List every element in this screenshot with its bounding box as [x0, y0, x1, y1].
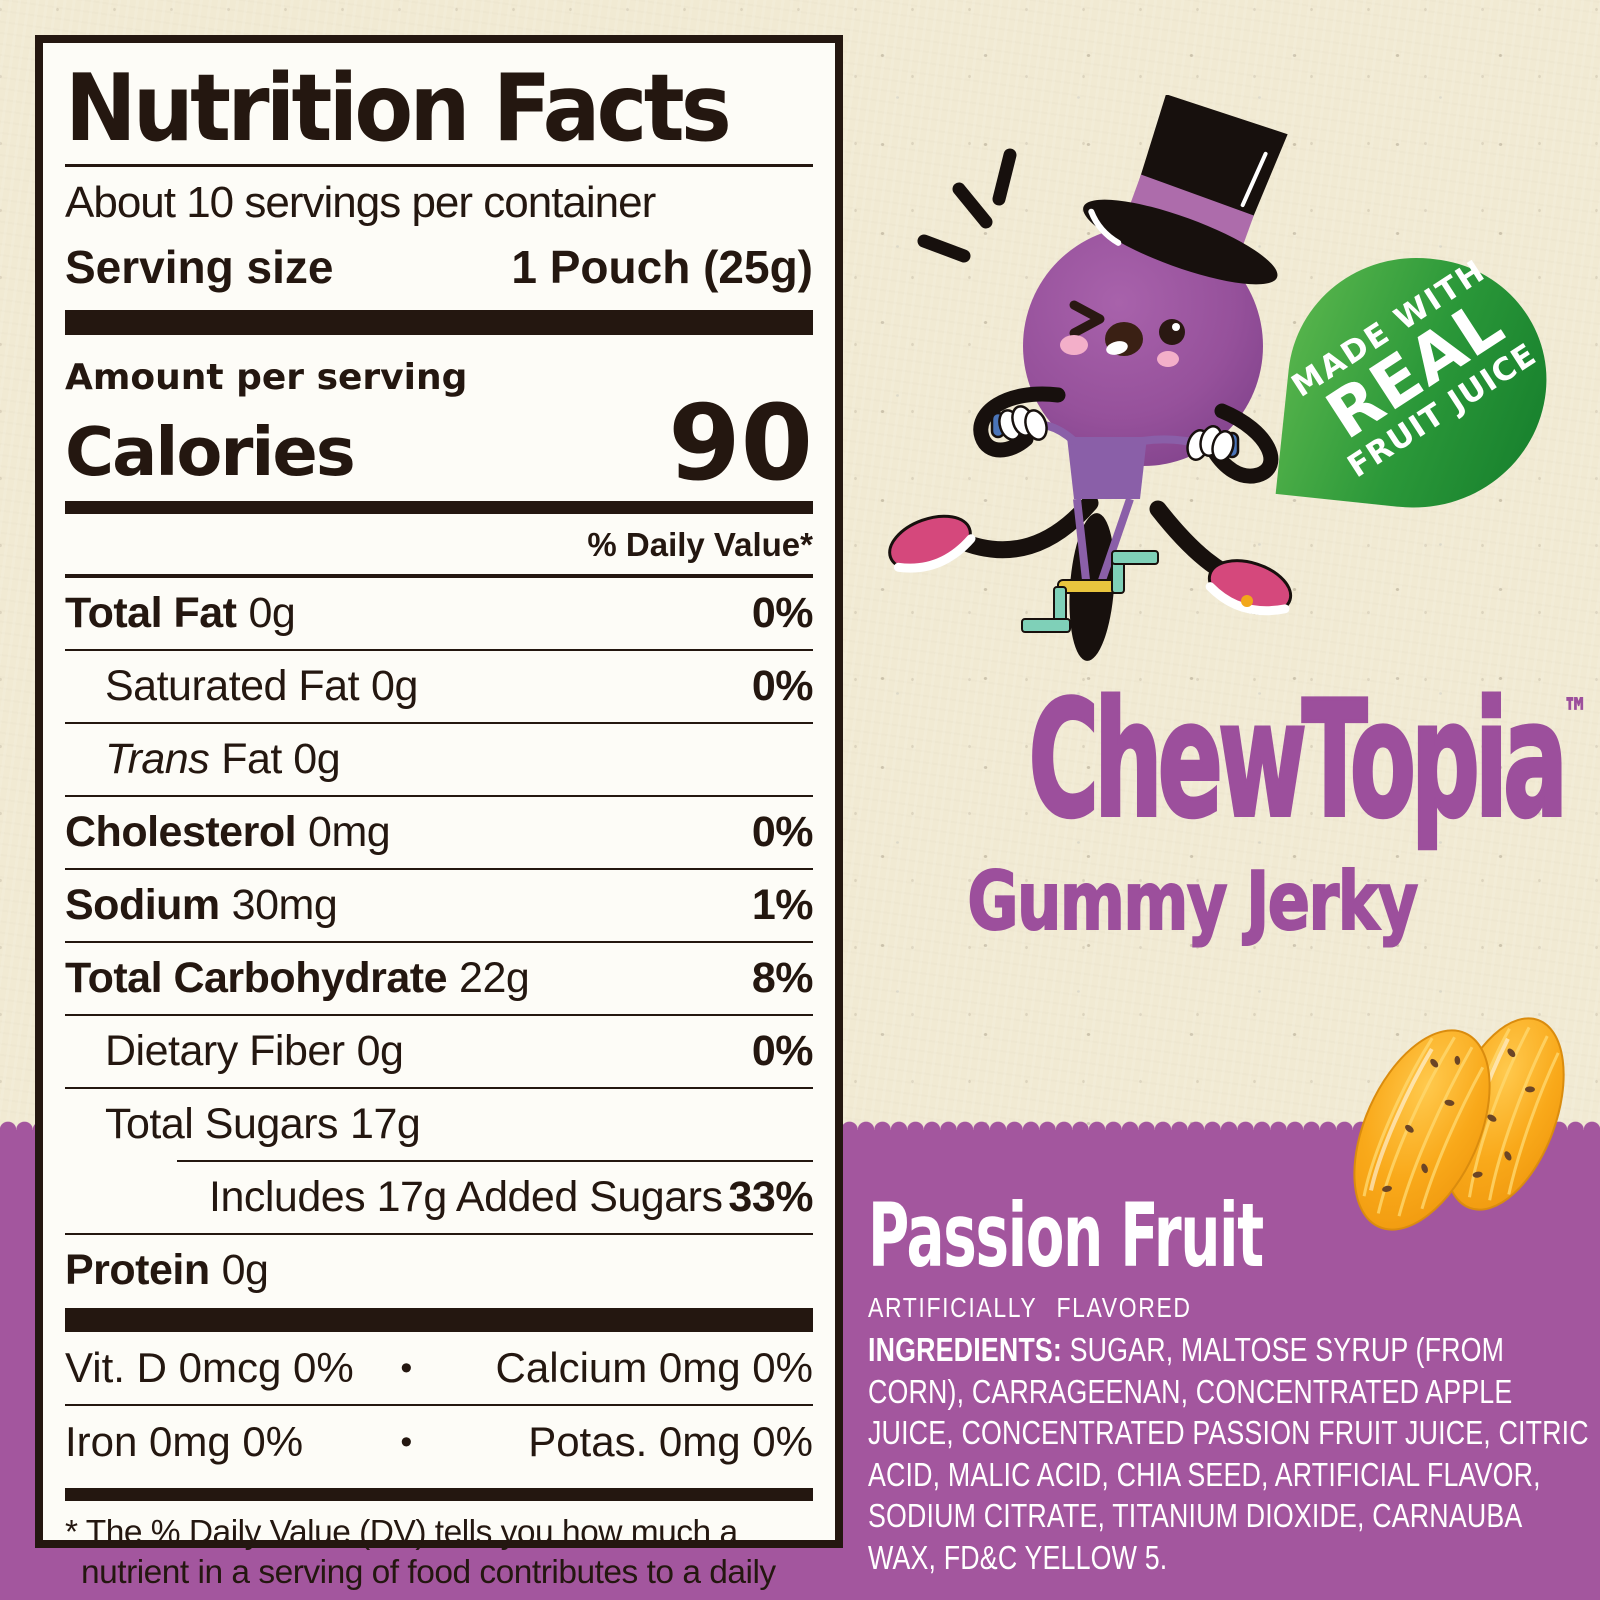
micronutrient-row-1: Vit. D 0mcg 0% • Calcium 0mg 0%: [65, 1332, 813, 1404]
serving-size-row: Serving size 1 Pouch (25g): [65, 234, 813, 306]
ingredients-statement: INGREDIENTS: SUGAR, MALTOSE SYRUP (FROM …: [868, 1330, 1590, 1579]
iron-value: Iron 0mg 0%: [65, 1418, 304, 1466]
serving-size-value: 1 Pouch (25g): [511, 240, 813, 293]
nutrient-row-total-sugars: Total Sugars 17g: [65, 1087, 813, 1160]
divider: [65, 163, 813, 167]
serving-size-label: Serving size: [65, 240, 334, 293]
daily-value-footnote: * The % Daily Value (DV) tells you how m…: [65, 1514, 776, 1600]
vitamin-d-value: Vit. D 0mcg 0%: [65, 1344, 354, 1392]
nutrient-row-sodium: Sodium 30mg 1%: [65, 868, 814, 941]
mascot-body: [1023, 226, 1263, 466]
nutrition-facts-title: Nutrition Facts: [65, 54, 732, 162]
mascot-face: [1060, 300, 1185, 367]
brand-wordmark: ChewTopia™: [1027, 666, 1589, 853]
gummy-jerky-pieces: [1353, 1017, 1565, 1231]
ingredients-label: INGREDIENTS:: [868, 1332, 1062, 1369]
thick-divider: [65, 1308, 813, 1333]
bullet-separator: •: [400, 1422, 413, 1461]
calcium-value: Calcium 0mg 0%: [495, 1344, 813, 1392]
nutrient-row-saturated-fat: Saturated Fat 0g 0%: [65, 649, 814, 722]
amount-per-serving: Amount per serving: [65, 356, 468, 398]
product-name: Gummy Jerky: [967, 855, 1420, 948]
nutrient-row-cholesterol: Cholesterol 0mg 0%: [65, 795, 814, 868]
trademark-symbol: ™: [1563, 689, 1589, 739]
flavor-name: Passion Fruit: [868, 1184, 1264, 1287]
bicycle-basket: [1067, 437, 1147, 499]
mascot-illustration: [888, 95, 1293, 661]
potassium-value: Potas. 0mg 0%: [528, 1418, 813, 1466]
calories-label: Calories: [65, 413, 356, 492]
nutrition-facts-panel: Nutrition Facts About 10 servings per co…: [35, 35, 843, 1600]
bicycle-icon: [1021, 497, 1159, 661]
nutrient-row-total-fat: Total Fat 0g 0%: [65, 576, 814, 649]
mascot-left-shoe: [888, 514, 976, 573]
ingredients-text: SUGAR, MALTOSE SYRUP (FROM CORN), CARRAG…: [868, 1332, 1589, 1577]
divider: [65, 1404, 813, 1407]
bullet-separator: •: [400, 1348, 413, 1387]
speed-lines-icon: [917, 148, 1017, 263]
flavor-qualifier: ARTIFICIALLY FLAVORED: [868, 1292, 1192, 1323]
calories-value: 90: [668, 381, 813, 504]
top-hat-icon: [1083, 95, 1288, 285]
gummy-front-piece: [1353, 1029, 1491, 1231]
calories-row: Calories 90: [65, 381, 813, 504]
nutrient-row-added-sugars: Includes 17g Added Sugars 33%: [177, 1160, 813, 1233]
medium-divider: [65, 1488, 813, 1502]
nutrient-row-trans-fat: Trans Fat 0g: [65, 722, 813, 795]
servings-per-container: About 10 servings per container: [65, 177, 656, 227]
mascot-arms: [973, 386, 1279, 484]
confetti-dot: [1241, 595, 1253, 607]
brand-block: ChewTopia™ Gummy Jerky: [842, 678, 1589, 948]
daily-value-header: % Daily Value*: [65, 514, 813, 577]
nutrient-row-protein: Protein 0g: [65, 1233, 813, 1306]
medium-divider: [65, 501, 813, 515]
mascot-gloves: [990, 405, 1240, 462]
thick-divider: [65, 309, 813, 335]
flavor-block: Passion Fruit ARTIFICIALLY FLAVORED: [868, 1192, 1485, 1324]
nutrient-row-dietary-fiber: Dietary Fiber 0g 0%: [65, 1014, 814, 1087]
nutrient-row-total-carbohydrate: Total Carbohydrate 22g 8%: [65, 941, 814, 1014]
real-fruit-juice-badge: MADE WITH REAL FRUIT JUICE: [1275, 245, 1559, 521]
mascot-right-shoe: [1205, 559, 1293, 616]
micronutrient-row-2: Iron 0mg 0% • Potas. 0mg 0%: [65, 1406, 813, 1478]
